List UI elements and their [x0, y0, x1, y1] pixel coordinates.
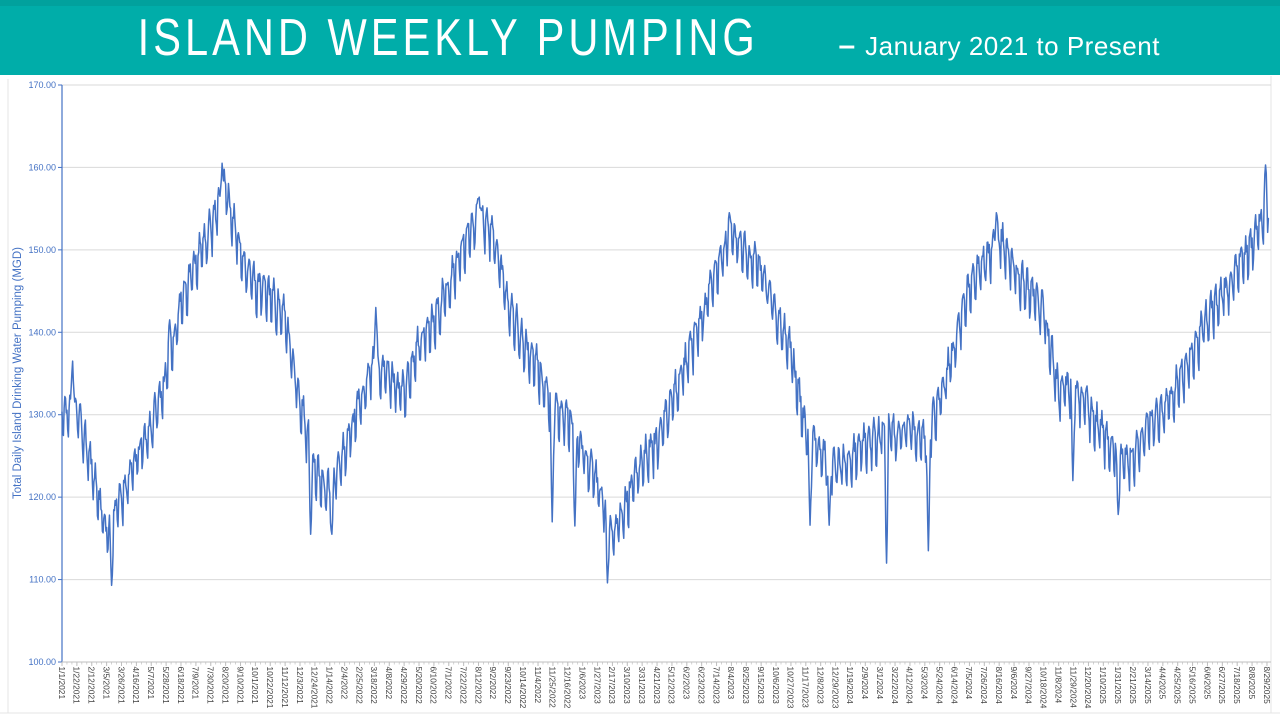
x-axis-label: 10/14/2022	[518, 667, 528, 709]
x-axis-label: 12/24/2021	[310, 667, 320, 709]
x-axis-label: 3/26/2021	[116, 667, 126, 705]
x-axis-label: 9/2/2022	[488, 667, 498, 700]
y-axis-label: 140.00	[28, 327, 56, 337]
x-axis-label: 5/24/2024	[934, 667, 944, 705]
x-axis-label: 1/14/2022	[325, 667, 335, 705]
x-axis-label: 8/16/2024	[994, 667, 1004, 705]
x-axis-label: 9/15/2023	[756, 667, 766, 705]
title-separator: –	[838, 28, 856, 62]
x-axis-label: 3/10/2023	[622, 667, 632, 705]
x-axis-label: 12/20/2024	[1083, 667, 1093, 709]
page-title: ISLAND WEEKLY PUMPING	[137, 8, 759, 67]
x-axis-label: 4/21/2023	[652, 667, 662, 705]
x-axis-label: 12/3/2021	[295, 667, 305, 705]
x-axis-label: 4/8/2022	[384, 667, 394, 700]
x-axis-label: 6/27/2025	[1217, 667, 1227, 705]
x-axis-label: 10/1/2021	[250, 667, 260, 705]
x-axis-label: 7/22/2022	[458, 667, 468, 705]
x-axis-label: 2/17/2023	[607, 667, 617, 705]
x-axis-label: 8/4/2023	[726, 667, 736, 700]
x-axis-label: 9/27/2024	[1024, 667, 1034, 705]
x-axis-label: 8/29/2025	[1262, 667, 1272, 705]
x-axis-label: 7/26/2024	[979, 667, 989, 705]
x-axis-label: 9/23/2022	[503, 667, 513, 705]
x-axis-label: 6/2/2023	[682, 667, 692, 700]
x-axis-label: 8/8/2025	[1247, 667, 1257, 700]
x-axis-label: 4/12/2024	[905, 667, 915, 705]
x-axis-label: 2/25/2022	[354, 667, 364, 705]
x-axis-label: 4/16/2021	[131, 667, 141, 705]
x-axis-label: 6/14/2024	[949, 667, 959, 705]
x-axis-label: 8/20/2021	[220, 667, 230, 705]
x-axis-label: 5/3/2024	[920, 667, 930, 700]
x-axis-label: 10/6/2023	[771, 667, 781, 705]
x-axis-label: 6/10/2022	[429, 667, 439, 705]
x-axis-label: 3/22/2024	[890, 667, 900, 705]
x-axis-label: 1/6/2023	[577, 667, 587, 700]
x-axis-label: 10/22/2021	[265, 667, 275, 709]
y-axis-label: 130.00	[28, 410, 56, 420]
x-axis-label: 11/17/2023	[801, 667, 811, 709]
x-axis-label: 7/14/2023	[711, 667, 721, 705]
page-subtitle: January 2021 to Present	[865, 30, 1160, 61]
x-axis-label: 11/4/2022	[533, 667, 543, 704]
y-axis-label: 160.00	[28, 162, 56, 172]
x-axis-label: 3/31/2023	[637, 667, 647, 705]
header-banner: ISLAND WEEKLY PUMPING – January 2021 to …	[0, 0, 1280, 75]
x-axis-label: 4/29/2022	[399, 667, 409, 705]
x-axis-label: 11/29/2024	[1068, 667, 1078, 709]
x-axis-label: 6/6/2025	[1202, 667, 1212, 700]
x-axis-label: 1/31/2025	[1113, 667, 1123, 705]
title-row: ISLAND WEEKLY PUMPING – January 2021 to …	[60, 12, 1160, 64]
x-axis-label: 11/25/2022	[548, 667, 558, 709]
x-axis-label: 12/16/2022	[563, 667, 573, 709]
x-axis-label: 9/6/2024	[1009, 667, 1019, 700]
x-axis-label: 4/25/2025	[1173, 667, 1183, 705]
x-axis-label: 10/27/2023	[786, 667, 796, 709]
x-axis-label: 1/10/2025	[1098, 667, 1108, 705]
x-axis-label: 7/1/2022	[444, 667, 454, 700]
y-axis-label: 120.00	[28, 492, 56, 502]
x-axis-label: 6/18/2021	[176, 667, 186, 705]
x-axis-label: 12/29/2023	[830, 667, 840, 709]
x-axis-label: 5/20/2022	[414, 667, 424, 705]
x-axis-label: 7/5/2024	[964, 667, 974, 700]
x-axis-label: 3/5/2021	[101, 667, 111, 700]
x-axis-label: 6/23/2023	[696, 667, 706, 705]
y-axis-label: 150.00	[28, 245, 56, 255]
y-axis-label: 170.00	[28, 80, 56, 90]
x-axis-label: 2/9/2024	[860, 667, 870, 700]
pumping-line-series	[61, 162, 1270, 587]
x-axis-label: 1/27/2023	[592, 667, 602, 705]
x-axis-label: 3/18/2022	[369, 667, 379, 705]
y-axis-label: 110.00	[29, 575, 56, 585]
x-axis-label: 11/12/2021	[280, 667, 290, 709]
x-axis-label: 3/14/2025	[1143, 667, 1153, 705]
y-axis-label: 100.00	[28, 657, 56, 667]
x-axis-label: 12/8/2023	[815, 667, 825, 705]
x-axis-label: 4/4/2025	[1158, 667, 1168, 700]
y-axis-title: Total Daily Island Drinking Water Pumpin…	[12, 247, 24, 499]
x-axis-label: 2/21/2025	[1128, 667, 1138, 705]
x-axis-label: 8/25/2023	[741, 667, 751, 705]
x-axis-label: 2/4/2022	[339, 667, 349, 700]
x-axis-label: 11/8/2024	[1053, 667, 1063, 704]
x-axis-label: 5/7/2021	[146, 667, 156, 700]
x-axis-label: 7/9/2021	[191, 667, 201, 700]
x-axis-label: 9/10/2021	[235, 667, 245, 705]
x-axis-label: 1/22/2021	[72, 667, 82, 705]
x-axis-label: 5/12/2023	[667, 667, 677, 705]
x-axis-label: 1/1/2021	[57, 667, 67, 700]
banner-top-strip	[0, 0, 1280, 6]
x-axis-label: 2/12/2021	[87, 667, 97, 705]
x-axis-label: 5/28/2021	[161, 667, 171, 705]
x-axis-label: 7/18/2025	[1232, 667, 1242, 705]
x-axis-label: 8/12/2022	[473, 667, 483, 705]
x-axis-label: 1/19/2024	[845, 667, 855, 705]
x-axis-label: 10/18/2024	[1039, 667, 1049, 709]
x-axis-label: 7/30/2021	[206, 667, 216, 705]
x-axis-label: 5/16/2025	[1187, 667, 1197, 705]
x-axis-label: 3/1/2024	[875, 667, 885, 700]
